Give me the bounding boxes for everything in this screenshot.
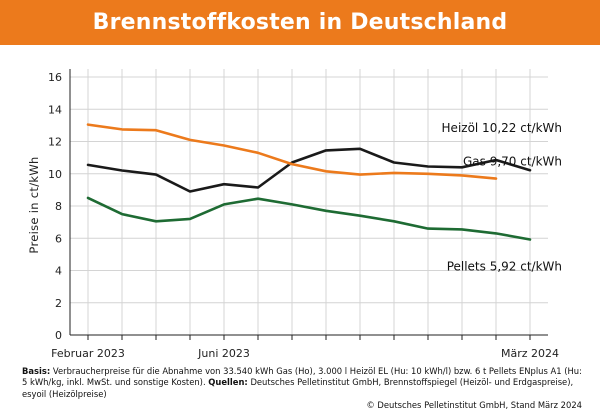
y-axis-label: Preise in ct/kWh <box>27 156 41 253</box>
y-tick-label: 0 <box>55 329 62 342</box>
series-label-layer: Heizöl 10,22 ct/kWh Gas 9,70 ct/kWh Pellet… <box>442 121 562 274</box>
series-label-gas: Gas 9,70 ct/kWh <box>463 155 562 169</box>
basis-label: Basis: <box>22 366 51 376</box>
series-line-gas <box>86 123 498 180</box>
y-tick-label: 2 <box>55 297 62 310</box>
y-tick-label: 16 <box>48 71 62 84</box>
series-line-heizl <box>86 147 532 193</box>
footer-notes: Basis: Verbraucherpreise für die Abnahme… <box>22 366 582 412</box>
y-tick-label: 12 <box>48 136 62 149</box>
quellen-text: Deutsches Pelletinstitut GmbH, Brennstof… <box>22 377 574 399</box>
y-tick-label: 8 <box>55 200 62 213</box>
axis-layer: 0 2 4 6 8 10 12 14 16 Februar 2023 Juni 2023 März 2… <box>48 69 559 360</box>
basis-note: Basis: Verbraucherpreise für die Abnahme… <box>22 366 582 400</box>
copyright-note: © Deutsches Pelletinstitut GmbH, Stand M… <box>366 400 582 411</box>
basis-text: Verbraucherpreise für die Abnahme von 33… <box>22 366 582 388</box>
chart-title: Brennstoffkosten in Deutschland <box>92 10 508 35</box>
series-label-heizl: Heizöl 10,22 ct/kWh <box>442 121 562 135</box>
series-label-pellets: Pellets 5,92 ct/kWh <box>447 260 562 274</box>
series-layer <box>86 123 532 241</box>
x-tick-label: Februar 2023 <box>51 347 125 360</box>
x-tick-label: Juni 2023 <box>197 347 250 360</box>
header-bar: Brennstoffkosten in Deutschland <box>0 0 600 45</box>
quellen-label: Quellen: <box>208 377 248 388</box>
grid-layer <box>70 69 548 335</box>
series-line-pellets <box>86 196 532 241</box>
y-tick-label: 4 <box>55 265 62 278</box>
x-tick-label: März 2024 <box>501 347 559 360</box>
y-tick-label: 14 <box>48 103 62 116</box>
line-chart: 0 2 4 6 8 10 12 14 16 Februar 2023 Juni 2023 März 2… <box>27 69 562 360</box>
y-tick-label: 6 <box>55 232 62 245</box>
y-tick-label: 10 <box>48 168 62 181</box>
